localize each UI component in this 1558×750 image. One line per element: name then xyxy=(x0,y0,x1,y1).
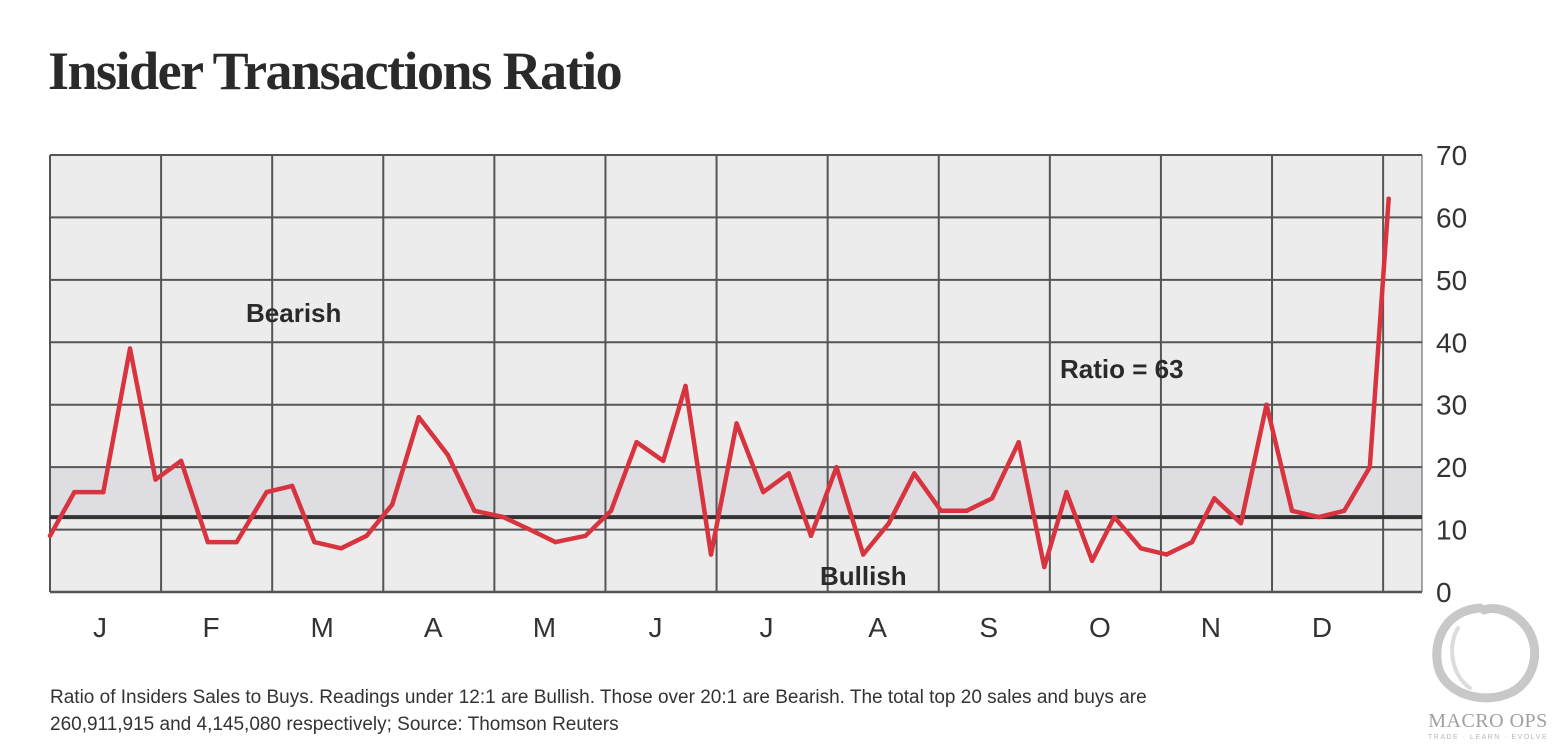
data-point xyxy=(1316,514,1321,520)
caption-line-1: Ratio of Insiders Sales to Buys. Reading… xyxy=(50,687,1147,708)
data-point xyxy=(1042,564,1047,570)
data-point xyxy=(1212,496,1217,501)
enso-circle-icon xyxy=(1432,603,1540,703)
y-tick-label: 70 xyxy=(1436,140,1467,171)
data-point xyxy=(338,546,344,551)
data-point xyxy=(289,483,295,489)
data-point xyxy=(364,533,369,539)
data-point xyxy=(786,471,791,476)
chart-title: Insider Transactions Ratio xyxy=(48,41,623,101)
y-tick-label: 40 xyxy=(1436,327,1467,358)
x-tick-label: N xyxy=(1201,612,1221,643)
data-point xyxy=(734,421,739,426)
data-point xyxy=(661,458,666,464)
data-point xyxy=(886,521,891,526)
data-point xyxy=(861,552,866,557)
data-point xyxy=(1342,508,1347,514)
x-tick-label: A xyxy=(424,612,443,643)
x-tick-label: F xyxy=(203,612,220,643)
data-point xyxy=(1138,546,1144,551)
x-tick-label: M xyxy=(311,612,334,643)
data-point xyxy=(1289,508,1295,514)
data-point xyxy=(912,471,917,476)
caption-line-2: 260,911,915 and 4,145,080 respectively; … xyxy=(50,714,619,735)
data-point xyxy=(1189,539,1195,545)
x-tick-label: J xyxy=(648,612,662,643)
x-tick-label: O xyxy=(1089,612,1111,643)
data-point xyxy=(938,508,944,514)
series-group xyxy=(47,196,1391,570)
x-tick-label: J xyxy=(760,612,774,643)
data-point xyxy=(634,439,639,445)
series-line-1 xyxy=(1367,196,1391,470)
data-point xyxy=(553,539,558,545)
data-point xyxy=(205,539,210,545)
data-point xyxy=(1367,464,1372,470)
bullish-annotation: Bullish xyxy=(820,561,907,591)
data-point xyxy=(416,415,422,420)
y-tick-label: 60 xyxy=(1436,202,1467,233)
data-point xyxy=(101,489,106,495)
logo-tagline: TRADE · LEARN · EVOLVE xyxy=(1427,734,1548,741)
y-tick-label: 20 xyxy=(1436,452,1467,483)
bearish-annotation: Bearish xyxy=(246,298,341,328)
plot-background xyxy=(50,155,1422,592)
data-point xyxy=(708,552,714,557)
data-point xyxy=(153,477,158,482)
data-point xyxy=(312,539,317,545)
data-point xyxy=(808,533,814,539)
x-tick-label: M xyxy=(533,612,556,643)
y-axis-tick-labels: 0 10 20 30 40 50 60 70 xyxy=(1436,140,1467,608)
data-point xyxy=(72,489,77,495)
data-point xyxy=(1238,521,1244,526)
chart-caption: Ratio of Insiders Sales to Buys. Reading… xyxy=(50,684,1430,738)
x-tick-label: A xyxy=(868,612,887,643)
data-point xyxy=(527,527,533,532)
horizontal-gridlines xyxy=(50,154,1422,594)
chart-canvas: 0 10 20 30 40 50 60 70 J F M A M J J A S O N D Bearish Bul… xyxy=(47,140,1467,643)
logo-wordmark: MACRO OPS xyxy=(1428,710,1548,732)
data-point xyxy=(178,458,184,464)
data-point xyxy=(1386,196,1391,201)
series-line-0 xyxy=(47,346,1373,570)
y-tick-label: 10 xyxy=(1436,515,1467,546)
macro-ops-logo: MACRO OPS TRADE · LEARN · EVOLVE xyxy=(1418,598,1558,748)
data-point xyxy=(989,496,995,501)
data-point xyxy=(472,508,477,514)
data-point xyxy=(834,464,839,470)
data-point xyxy=(445,452,450,457)
data-point xyxy=(1112,514,1117,520)
y-tick-label: 50 xyxy=(1436,265,1467,296)
data-point xyxy=(1164,552,1169,557)
data-point xyxy=(127,346,133,351)
data-point xyxy=(501,514,506,520)
x-tick-label: D xyxy=(1312,612,1332,643)
data-point xyxy=(583,533,588,539)
data-point xyxy=(608,508,614,514)
data-point xyxy=(234,539,239,545)
x-tick-label: J xyxy=(93,612,107,643)
neutral-band xyxy=(50,467,1422,518)
x-tick-label: S xyxy=(979,612,998,643)
data-point xyxy=(264,489,269,495)
data-point xyxy=(47,533,53,539)
data-point xyxy=(964,508,969,514)
data-point xyxy=(1064,489,1069,495)
ratio-annotation: Ratio = 63 xyxy=(1060,354,1184,384)
data-point xyxy=(683,383,688,389)
data-point xyxy=(389,502,395,507)
data-point xyxy=(1016,439,1021,445)
y-tick-label: 30 xyxy=(1436,390,1467,421)
data-point xyxy=(1089,558,1095,563)
data-point xyxy=(761,489,766,495)
data-point xyxy=(1264,402,1269,407)
y-tick-label: 0 xyxy=(1436,577,1452,608)
